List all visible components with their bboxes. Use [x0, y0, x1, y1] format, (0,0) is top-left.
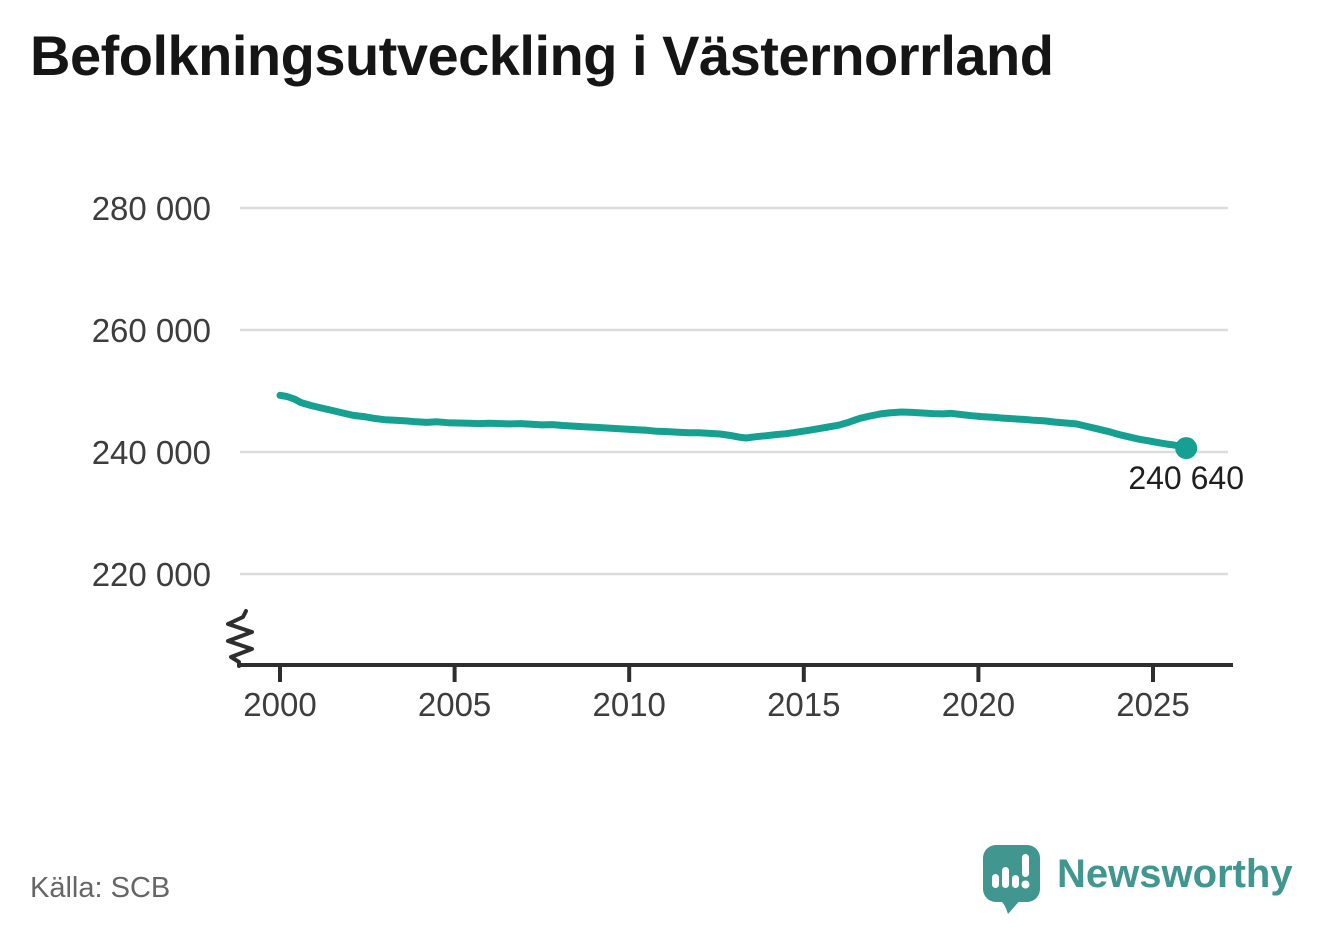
x-axis-tick-label: 2000	[243, 686, 316, 723]
source-label: Källa: SCB	[30, 872, 171, 904]
speech-bubble-body	[983, 845, 1040, 902]
brand-name: Newsworthy	[1057, 852, 1293, 896]
x-axis-tick-label: 2015	[767, 686, 840, 723]
brand-lockup: Newsworthy	[983, 845, 1293, 915]
x-axis-tick-label: 2025	[1116, 686, 1189, 723]
last-value-label: 240 640	[1128, 460, 1244, 496]
y-axis-tick-label: 240 000	[92, 434, 211, 471]
y-axis-tick-label: 260 000	[92, 312, 211, 349]
y-axis-tick-label: 220 000	[92, 556, 211, 593]
exclamation-dot	[1021, 880, 1030, 889]
chart-title: Befolkningsutveckling i Västernorrland	[30, 24, 1054, 87]
population-line-series	[276, 391, 1190, 452]
speech-bubble-tail	[997, 897, 1023, 914]
x-axis-tick-label: 2010	[592, 686, 665, 723]
y-axis-tick-label: 280 000	[92, 190, 211, 227]
exclamation-bar	[1022, 854, 1029, 877]
last-value-dot	[1175, 437, 1198, 460]
x-axis-tick-label: 2020	[942, 686, 1015, 723]
bar-2	[1002, 867, 1009, 888]
newsworthy-speech-bubble-bar-chart-icon	[983, 845, 1040, 914]
bar-1	[992, 874, 999, 888]
x-axis-tick-label: 2005	[418, 686, 491, 723]
bar-3	[1012, 875, 1019, 888]
axis-break-zigzag-icon	[226, 609, 254, 668]
